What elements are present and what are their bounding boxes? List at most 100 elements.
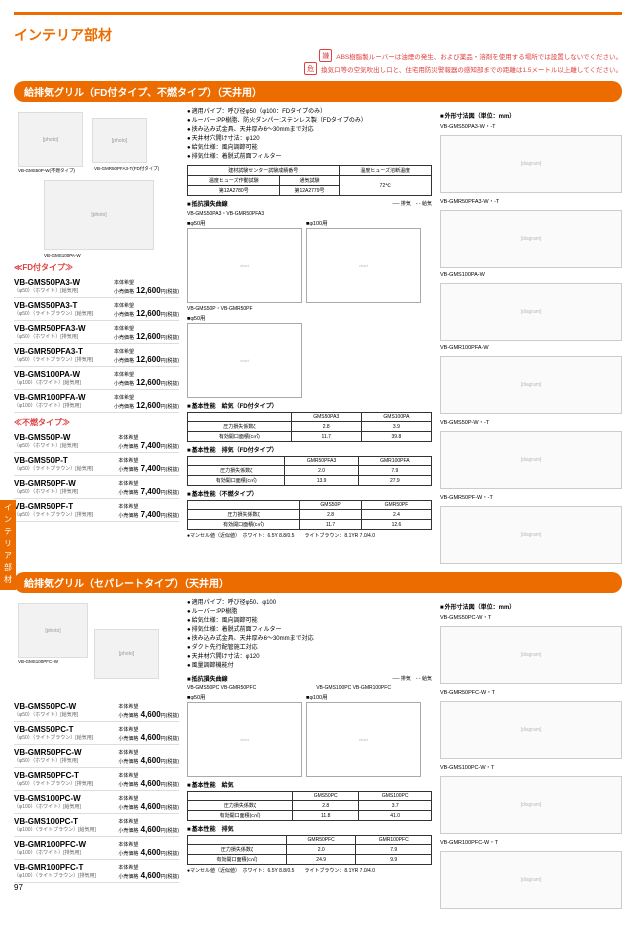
product-price: 本体希望小売価格 7,400円(税抜)	[118, 432, 179, 450]
loss-chart: chart	[187, 228, 302, 303]
chart-models: VB-GMS50PA3・VB-GMR50PFA3	[187, 210, 432, 217]
caution-icon: 嫌	[319, 49, 332, 62]
spec-item: ダクト先行配管施工対応	[187, 644, 432, 653]
diagram-label: VB-GMR100PFC-W・T	[440, 838, 622, 846]
product-price: 本体希望小売価格 4,600円(税抜)	[118, 701, 179, 719]
product-price: 本体希望小売価格 12,600円(税抜)	[114, 346, 179, 364]
dimension-diagram: [diagram]	[440, 626, 622, 684]
section-content: [photo] [photo] VB-GMS100PFC-W VB-GMS50P…	[14, 599, 622, 909]
product-name: VB-GMS50PC-T	[14, 725, 93, 734]
spec-item: 適用パイプ：呼び径φ50（φ100：FDタイプのみ）	[187, 108, 432, 117]
product-price: 本体希望小売価格 4,600円(税抜)	[118, 770, 179, 788]
munsell-text: ●マンセル値（近似値） ホワイト：6.5Y 8.8/0.5 ライトブラウン：8.…	[187, 867, 432, 874]
chart-models: VB-GMS50P・VB-GMR50PF	[187, 305, 432, 312]
product-name: VB-GMR50PFC-T	[14, 771, 93, 780]
product-price: 本体希望小売価格 4,600円(税抜)	[118, 816, 179, 834]
product-sub: （φ100）（ライトブラウン）[給気用]	[14, 826, 96, 833]
warning-line: 嫌 ABS樹脂製ルーバーは油煙の発生、および薬品・溶剤を使用する場所では設置しな…	[14, 49, 622, 62]
test-table: 建材試験センター試験成績番号温度ヒューズ溶断温度 温度ヒューズ作動試験通気試験7…	[187, 165, 432, 196]
page-container: インテリア部材 嫌 ABS樹脂製ルーバーは油煙の発生、および薬品・溶剤を使用する…	[0, 0, 636, 929]
product-photo: [photo]	[18, 603, 88, 658]
perf-table-title: 基本性能 排気	[187, 824, 432, 833]
chart-legend: ── 排気 - - 給気	[392, 200, 432, 207]
chart-row: ■φ50用 chart	[187, 314, 432, 398]
dimension-diagram: [diagram]	[440, 431, 622, 489]
product-sub: （φ50）（ライトブラウン）[給気用]	[14, 734, 93, 741]
dimension-diagram: [diagram]	[440, 135, 622, 193]
product-sub: （φ50）（ホワイト）[給気用]	[14, 287, 80, 294]
product-sub: （φ50）（ライトブラウン）[排気用]	[14, 511, 93, 518]
product-name: VB-GMR50PF-T	[14, 502, 93, 511]
product-price: 本体希望小売価格 7,400円(税抜)	[118, 455, 179, 473]
chart-row: ■φ50用 chart ■φ100用 chart	[187, 693, 432, 777]
product-price: 本体希望小売価格 7,400円(税抜)	[118, 478, 179, 496]
product-row: VB-GMR50PFC-T（φ50）（ライトブラウン）[排気用] 本体希望小売価格…	[14, 768, 179, 791]
col-diagrams: 外形寸法図（単位：mm） VB-GMS50PA3-W・-T[diagram]VB…	[440, 108, 622, 564]
product-sub: （φ100）（ホワイト）[排気用]	[14, 849, 86, 856]
col-products: [photo] [photo] VB-GMS100PFC-W VB-GMS50P…	[14, 599, 179, 909]
product-row: VB-GMR100PFA-W（φ100）（ホワイト）[排気用]本体希望小売価格 …	[14, 390, 179, 413]
col-products: [photo] [photo] VB-GMS50P-W(不燃タイプ) VB-GM…	[14, 108, 179, 564]
product-sub: （φ50）（ホワイト）[給気用]	[14, 442, 78, 449]
product-sub: （φ50）（ライトブラウン）[排気用]	[14, 780, 93, 787]
product-name: VB-GMR50PFA3-T	[14, 347, 93, 356]
product-row: VB-GMR50PFA3-W（φ50）（ホワイト）[排気用]本体希望小売価格 1…	[14, 321, 179, 344]
product-sub: （φ50）（ライトブラウン）[給気用]	[14, 465, 93, 472]
spec-item: 風量調節機能付	[187, 662, 432, 671]
product-sub: （φ100）（ホワイト）[給気用]	[14, 803, 81, 810]
section-header: 給排気グリル（セパレートタイプ）（天井用）	[14, 572, 622, 593]
perf-table: GMR50PFCGMR100PFC圧力損失係数ζ2.07.9有効開口面積(c㎡)…	[187, 835, 432, 865]
spec-item: ルーバー:PP樹脂、防火ダンパー:ステンレス製（FDタイプのみ）	[187, 117, 432, 126]
perf-table-title: 基本性能 排気（FD付タイプ）	[187, 445, 432, 454]
product-price: 本体希望小売価格 4,600円(税抜)	[118, 862, 179, 880]
col-specs: 適用パイプ：呼び径φ50、φ100ルーバー:PP樹脂給気仕様：風向調節可能排気仕…	[187, 599, 432, 909]
product-row: VB-GMR50PF-W（φ50）（ホワイト）[排気用] 本体希望小売価格 7,4…	[14, 476, 179, 499]
product-photo: [photo]	[92, 118, 147, 163]
product-name: VB-GMS50PC-W	[14, 702, 78, 711]
product-row: VB-GMR100PFC-T（φ100）（ライトブラウン）[排気用]本体希望小売…	[14, 860, 179, 883]
product-photos: [photo] [photo] VB-GMS100PFC-W	[14, 599, 179, 699]
product-price: 本体希望小売価格 12,600円(税抜)	[114, 392, 179, 410]
diagram-label: VB-GMR50PF-W・-T	[440, 493, 622, 501]
warning-text: ABS樹脂製ルーバーは油煙の発生、および薬品・溶剤を使用する場所では設置しないで…	[336, 51, 622, 61]
loss-chart: chart	[187, 702, 302, 777]
product-row: VB-GMR50PF-T（φ50）（ライトブラウン）[排気用] 本体希望小売価格 …	[14, 499, 179, 522]
product-sub: （φ50）（ホワイト）[排気用]	[14, 488, 78, 495]
product-price: 本体希望小売価格 4,600円(税抜)	[118, 839, 179, 857]
product-name: VB-GMR50PF-W	[14, 479, 78, 488]
product-sub: （φ50）（ホワイト）[排気用]	[14, 757, 82, 764]
diagram-label: VB-GMS100PA-W	[440, 272, 622, 278]
product-name: VB-GMR100PFC-T	[14, 863, 96, 872]
spec-item: 天井材穴開け寸法：φ120	[187, 653, 432, 662]
spec-item: 挟み込み式金具、天井厚み6～30mmまで対応	[187, 126, 432, 135]
product-row: VB-GMS50PC-W（φ50）（ホワイト）[給気用] 本体希望小売価格 4,6…	[14, 699, 179, 722]
perf-table-title: 基本性能（不燃タイプ）	[187, 489, 432, 498]
product-price: 本体希望小売価格 7,400円(税抜)	[118, 501, 179, 519]
product-group-title: ≪FD付タイプ≫	[14, 262, 179, 273]
product-sub: （φ100）（ホワイト）[給気用]	[14, 379, 81, 386]
product-name: VB-GMR100PFC-W	[14, 840, 86, 849]
product-photo: [photo]	[94, 629, 159, 679]
photo-label: VB-GMR50PFA3-T(FD付タイプ)	[94, 166, 159, 172]
diagram-heading: 外形寸法図（単位：mm）	[440, 602, 622, 611]
page-number: 97	[14, 883, 23, 892]
product-price: 本体希望小売価格 4,600円(税抜)	[118, 724, 179, 742]
diagram-label: VB-GMS50P-W・-T	[440, 418, 622, 426]
section-header: 給排気グリル（FD付タイプ、不燃タイプ）（天井用）	[14, 81, 622, 102]
perf-table-title: 基本性能 給気（FD付タイプ）	[187, 401, 432, 410]
dimension-diagram: [diagram]	[440, 851, 622, 909]
loss-chart: chart	[187, 323, 302, 398]
product-sub: （φ50）（ホワイト）[給気用]	[14, 711, 78, 718]
product-row: VB-GMR50PFA3-T（φ50）（ライトブラウン）[排気用]本体希望小売価…	[14, 344, 179, 367]
chart-row: ■φ50用 chart ■φ100用 chart	[187, 219, 432, 303]
dimension-diagram: [diagram]	[440, 506, 622, 564]
spec-item: 天井材穴開け寸法：φ120	[187, 135, 432, 144]
product-name: VB-GMS100PC-T	[14, 817, 96, 826]
diagram-label: VB-GMR50PFA3-W・-T	[440, 197, 622, 205]
perf-table: GMS50PA3GMS100PA圧力損失係数ζ2.83.9有効開口面積(c㎡)1…	[187, 412, 432, 442]
product-price: 本体希望小売価格 12,600円(税抜)	[114, 323, 179, 341]
spec-item: 給気仕様：風向調節可能	[187, 617, 432, 626]
warning-line: 危 換気口等の空気吹出し口と、住宅用防災警報器の感知部までの距離は1.5メートル…	[14, 62, 622, 75]
diagram-label: VB-GMS100PC-W・T	[440, 763, 622, 771]
dimension-diagram: [diagram]	[440, 356, 622, 414]
